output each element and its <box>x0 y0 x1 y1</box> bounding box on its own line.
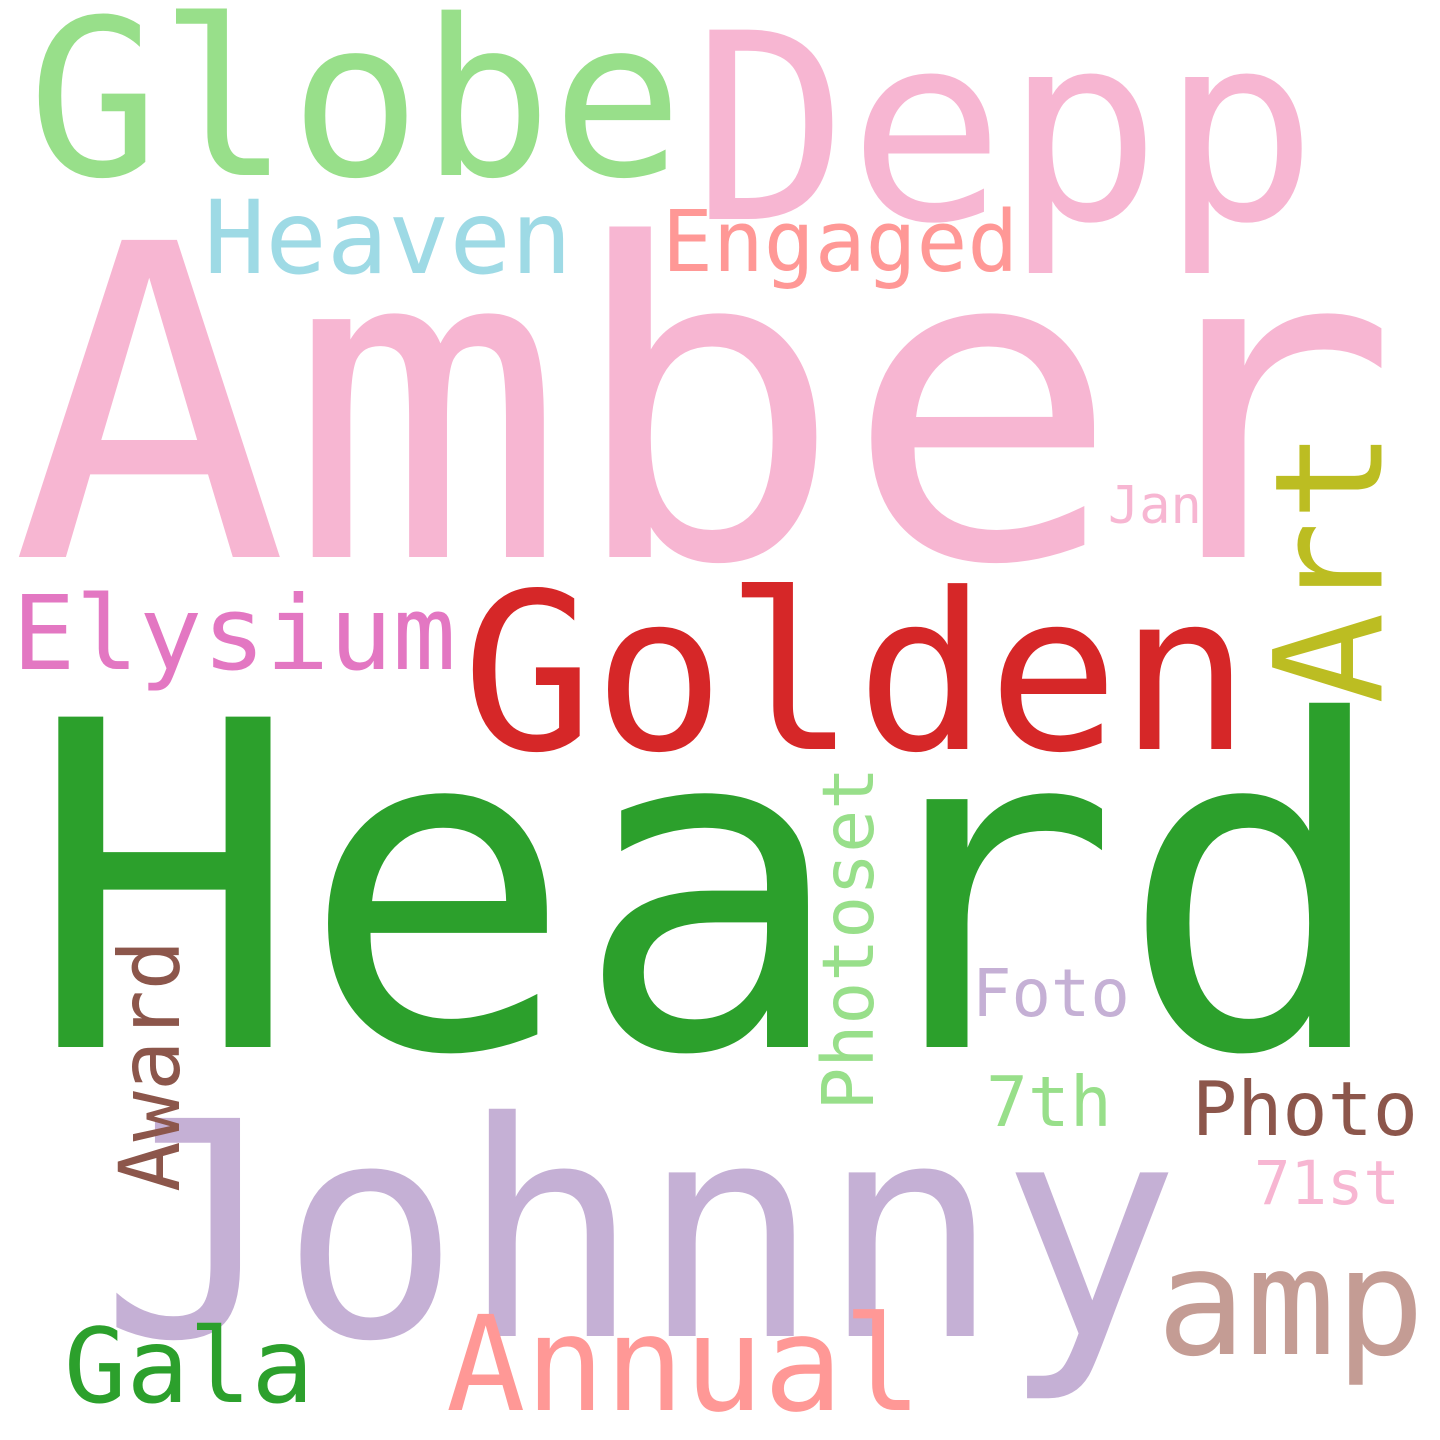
word-photo: Photo <box>1192 1064 1419 1153</box>
word-foto: Foto <box>972 956 1130 1032</box>
word-golden: Golden <box>462 547 1251 801</box>
word-engaged: Engaged <box>662 192 1019 291</box>
word-johnny: Johnny <box>99 1058 1180 1407</box>
word-photoset: Photoset <box>807 766 891 1111</box>
word-elysium: Elysium <box>12 574 456 694</box>
word-heaven: Heaven <box>204 179 573 298</box>
word-jan: Jan <box>1108 476 1202 536</box>
word-heard: Heard <box>28 625 1393 1154</box>
word-art: Art <box>1242 430 1417 704</box>
word-amber: Amber <box>9 152 1399 660</box>
word-globe: Globe <box>28 0 684 227</box>
word-7th: 7th <box>986 1062 1112 1143</box>
word-gala: Gala <box>64 1307 314 1427</box>
word-depp: Depp <box>692 0 1318 281</box>
word-annual: Annual <box>446 1289 923 1440</box>
word-71st: 71st <box>1254 1148 1400 1219</box>
word-award: Award <box>101 939 200 1192</box>
word-amp: amp <box>1155 1217 1425 1389</box>
